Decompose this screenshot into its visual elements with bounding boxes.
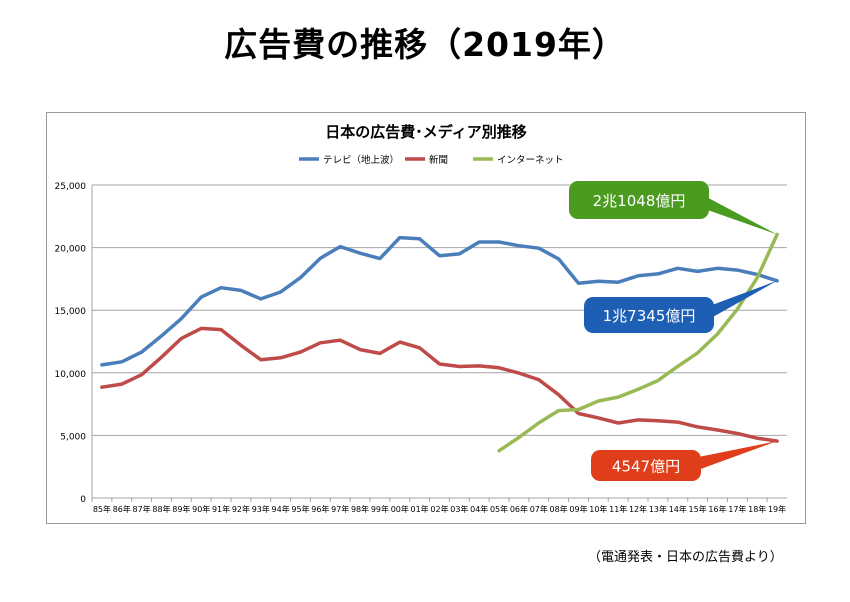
x-tick-label: 86年 xyxy=(113,504,131,514)
y-tick-label: 5,000 xyxy=(60,432,86,442)
x-tick-label: 99年 xyxy=(371,504,389,514)
source-note: （電通発表・日本の広告費より） xyxy=(588,550,783,565)
chart-frame: 日本の広告費･メディア別推移 テレビ（地上波） 新聞 インターネット 0 5,000 1… xyxy=(46,112,806,524)
legend-label: 新聞 xyxy=(429,154,448,166)
x-tick-label: 89年 xyxy=(172,504,190,514)
callout-box xyxy=(591,450,701,481)
x-tick-label: 02年 xyxy=(430,504,448,514)
y-axis-ticks: 0 5,000 10,000 15,000 20,000 25,000 xyxy=(55,182,87,505)
line-chart: 日本の広告費･メディア別推移 テレビ（地上波） 新聞 インターネット 0 5,000 1… xyxy=(55,123,787,514)
x-tick-label: 98年 xyxy=(351,504,369,514)
x-tick-label: 18年 xyxy=(748,504,766,514)
x-tick-label: 91年 xyxy=(212,504,230,514)
callout-pointer xyxy=(691,441,778,473)
callout-label: 4547億円 xyxy=(612,458,680,476)
y-tick-label: 20,000 xyxy=(55,245,87,255)
callout-pointer xyxy=(704,280,778,322)
chart-title: 日本の広告費･メディア別推移 xyxy=(325,123,526,141)
x-tick-label: 04年 xyxy=(470,504,488,514)
x-tick-label: 16年 xyxy=(708,504,726,514)
callout-label: 1兆7345億円 xyxy=(603,307,696,325)
y-tick-label: 0 xyxy=(80,495,86,505)
y-tick-label: 25,000 xyxy=(55,182,87,192)
x-tick-label: 14年 xyxy=(669,504,687,514)
callout-label: 2兆1048億円 xyxy=(593,192,686,210)
series-line xyxy=(100,326,779,443)
x-tick-label: 95年 xyxy=(291,504,309,514)
x-tick-label: 00年 xyxy=(391,504,409,514)
x-tick-label: 12年 xyxy=(629,504,647,514)
legend: テレビ（地上波） 新聞 インターネット xyxy=(299,154,564,166)
callout-box xyxy=(569,181,709,219)
x-tick-label: 17年 xyxy=(728,504,746,514)
x-tick-label: 08年 xyxy=(550,504,568,514)
callout-pointer xyxy=(699,193,778,235)
series-line xyxy=(100,235,779,367)
x-tick-label: 13年 xyxy=(649,504,667,514)
legend-label: テレビ（地上波） xyxy=(323,154,399,166)
x-tick-label: 88年 xyxy=(152,504,170,514)
legend-label: インターネット xyxy=(497,155,564,166)
x-tick-label: 93年 xyxy=(252,504,270,514)
x-tick-label: 92年 xyxy=(232,504,250,514)
callouts: 2兆1048億円 1兆7345億円 4547億円 xyxy=(569,181,778,481)
x-tick-label: 03年 xyxy=(450,504,468,514)
x-tick-label: 96年 xyxy=(311,504,329,514)
series-line xyxy=(497,232,779,453)
x-tick-label: 11年 xyxy=(609,504,627,514)
x-axis-ticks: 85年 86年 87年 88年 89年 90年 91年 92年 93年 94年 95年 96年 97年 9… xyxy=(91,498,786,514)
x-tick-label: 05年 xyxy=(490,504,508,514)
y-tick-label: 10,000 xyxy=(55,370,87,380)
x-tick-label: 19年 xyxy=(768,504,786,514)
y-tick-label: 15,000 xyxy=(55,307,87,317)
x-tick-label: 94年 xyxy=(272,504,290,514)
x-tick-label: 09年 xyxy=(569,504,587,514)
page-title: 広告費の推移（2019年） xyxy=(224,25,626,64)
x-tick-label: 97年 xyxy=(331,504,349,514)
x-tick-label: 01年 xyxy=(411,504,429,514)
x-tick-label: 87年 xyxy=(133,504,151,514)
x-tick-label: 07年 xyxy=(530,504,548,514)
x-tick-label: 10年 xyxy=(589,504,607,514)
x-tick-label: 15年 xyxy=(689,504,707,514)
callout-box xyxy=(584,297,714,333)
x-tick-label: 06年 xyxy=(510,504,528,514)
x-tick-label: 85年 xyxy=(93,504,111,514)
x-tick-label: 90年 xyxy=(192,504,210,514)
series-lines xyxy=(100,232,779,453)
